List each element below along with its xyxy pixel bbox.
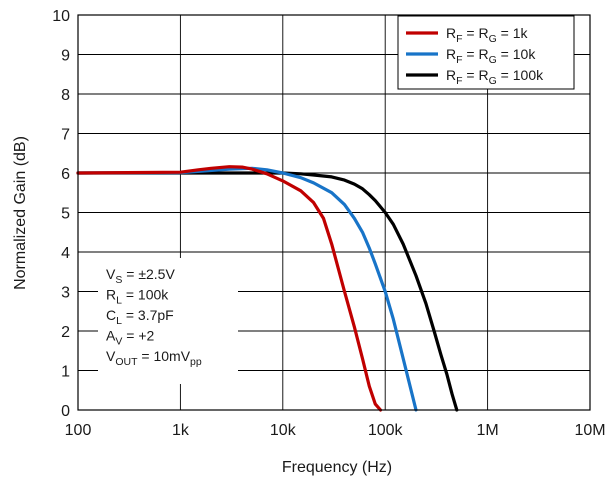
legend-label: RF = RG = 1k (446, 25, 529, 45)
y-axis-title: Normalized Gain (dB) (12, 136, 29, 290)
y-tick-label: 10 (52, 8, 70, 25)
y-tick-label: 6 (61, 166, 70, 183)
test-condition-line: VOUT = 10mVpp (106, 348, 202, 368)
test-condition-line: AV = +2 (106, 328, 154, 348)
y-tick-label: 5 (61, 206, 70, 223)
x-tick-label: 10M (574, 422, 605, 439)
y-tick-label: 3 (61, 285, 70, 302)
plot-series (76, 165, 459, 412)
x-tick-label: 1k (172, 422, 190, 439)
x-axis-title: Frequency (Hz) (282, 459, 392, 476)
y-tick-label: 7 (61, 127, 70, 144)
y-tick-label: 1 (61, 364, 70, 381)
y-tick-label: 4 (61, 245, 70, 262)
tick-labels: 100 1k 10k 100k 1M 10M 0 1 2 3 4 5 6 7 8 9 10 (52, 8, 605, 439)
legend-label: RF = RG = 100k (446, 67, 544, 87)
test-condition-line: VS = ±2.5V (106, 266, 175, 286)
y-tick-label: 2 (61, 324, 70, 341)
plot-frame (77, 14, 591, 411)
test-conditions-frame (98, 258, 238, 384)
x-tick-label: 1M (476, 422, 498, 439)
x-tick-label: 10k (270, 422, 297, 439)
y-tick-label: 0 (61, 403, 70, 420)
series-line (76, 171, 459, 412)
x-tick-label: 100 (65, 422, 92, 439)
y-tick-label: 9 (61, 48, 70, 65)
series-line (76, 165, 383, 412)
test-condition-line: RL = 100k (106, 287, 169, 307)
x-tick-label: 100k (368, 422, 404, 439)
legend-label: RF = RG = 10k (446, 46, 536, 66)
test-condition-line: CL = 3.7pF (106, 307, 174, 327)
y-tick-label: 8 (61, 87, 70, 104)
